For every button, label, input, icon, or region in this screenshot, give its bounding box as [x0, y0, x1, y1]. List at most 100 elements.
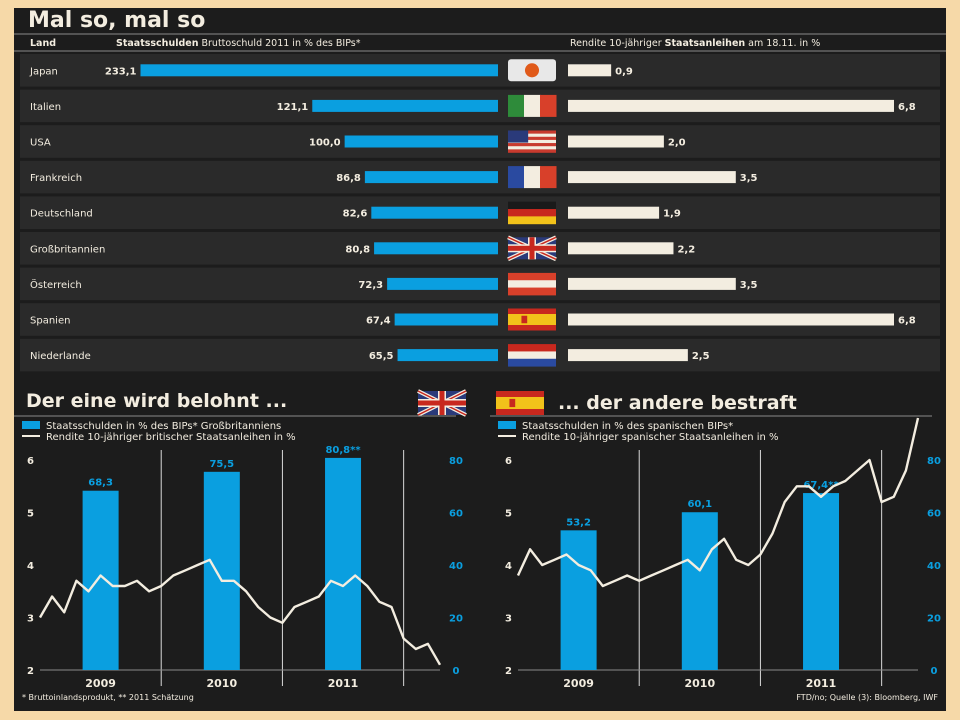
left-y-left-tick: 3 — [27, 614, 34, 625]
debt-bar — [312, 99, 498, 112]
country-label: Deutschland — [30, 209, 93, 220]
col-land-label: Land — [30, 38, 56, 49]
flag-cross-red — [418, 400, 466, 406]
country-label: Frankreich — [30, 173, 82, 184]
flag-stripe — [524, 166, 541, 189]
yield-bar — [568, 277, 736, 290]
yield-value-label: 2,2 — [677, 244, 695, 255]
right-legend-bar-label: Staatsschulden in % des spanischen BIPs* — [522, 421, 733, 432]
flag-title-spanien — [496, 391, 544, 415]
country-label: Österreich — [30, 278, 82, 291]
flag-stripe — [508, 139, 556, 144]
yield-value-label: 3,5 — [740, 173, 758, 184]
right-y-right-tick: 80 — [927, 456, 941, 467]
yield-value-label: 2,5 — [692, 351, 710, 362]
flag-cross-red — [508, 245, 556, 251]
yield-bar — [568, 171, 736, 184]
yield-bar — [568, 242, 674, 255]
flag-deutschland — [508, 201, 556, 225]
top-chart: Land Staatsschulden Bruttoschuld 2011 in … — [14, 33, 946, 372]
yield-bar — [568, 99, 894, 112]
flag-stripe — [508, 344, 556, 352]
right-x-tick: 2011 — [806, 677, 837, 690]
right-y-right-tick: 0 — [931, 666, 938, 677]
left-y-left-tick: 4 — [27, 561, 34, 572]
flag-stripe — [508, 143, 556, 147]
left-panel-title: Der eine wird belohnt ... — [26, 390, 288, 412]
country-label: Niederlande — [30, 351, 91, 362]
flag-stripe — [496, 397, 544, 409]
flag-italien — [508, 94, 557, 117]
col-yield-label: Rendite 10-jähriger Staatsanleihen am 18… — [570, 38, 820, 49]
flag-niederlande — [508, 344, 556, 367]
country-label: Japan — [29, 66, 58, 77]
yield-value-label: 6,8 — [898, 102, 916, 113]
left-footnote: * Bruttoinlandsprodukt, ** 2011 Schätzun… — [22, 693, 194, 702]
debt-bar — [394, 313, 498, 326]
country-label: USA — [30, 138, 51, 149]
flag-stripe — [508, 272, 556, 281]
right-y-left-tick: 5 — [505, 509, 512, 520]
right-debt-bar — [560, 530, 597, 670]
flag-stripe — [508, 351, 556, 360]
right-y-right-tick: 40 — [927, 561, 941, 572]
flag-großbritannien — [507, 235, 557, 262]
debt-bar — [374, 242, 498, 255]
debt-value-label: 82,6 — [343, 209, 368, 220]
country-label: Großbritannien — [30, 244, 105, 255]
left-debt-bar — [325, 457, 362, 670]
flag-stripe — [508, 280, 556, 289]
flag-stripe — [508, 149, 556, 153]
left-legend-line-label: Rendite 10-jähriger britischer Staatsanl… — [46, 432, 296, 443]
yield-value-label: 6,8 — [898, 316, 916, 327]
flag-frankreich — [508, 166, 557, 189]
country-label: Spanien — [30, 316, 70, 327]
flag-österreich — [508, 272, 556, 296]
right-legend-bar-swatch — [498, 421, 516, 429]
yield-bar — [568, 64, 612, 77]
left-x-tick: 2010 — [207, 677, 238, 690]
debt-bar — [364, 171, 498, 184]
flag-stripe — [508, 94, 525, 117]
flag-stripe — [508, 358, 556, 367]
flag-japan — [508, 59, 556, 82]
flag-stripe — [540, 94, 557, 117]
yield-value-label: 2,0 — [668, 138, 686, 149]
flag-spanien — [508, 308, 556, 331]
right-debt-bar-label: 53,2 — [566, 517, 591, 528]
left-x-tick: 2011 — [328, 677, 359, 690]
yield-bar — [568, 349, 688, 362]
right-debt-bar — [681, 512, 718, 670]
debt-bar — [140, 64, 498, 77]
left-y-right-tick: 20 — [449, 614, 463, 625]
right-debt-bar — [803, 493, 840, 670]
country-label: Italien — [30, 102, 61, 113]
right-yield-line — [516, 417, 920, 588]
flag-disc — [524, 63, 540, 78]
left-debt-bar-label: 80,8** — [325, 445, 361, 456]
flag-stripe — [508, 216, 556, 225]
right-source: FTD/no; Quelle (3): Bloomberg, IWF — [796, 693, 938, 702]
flag-stripe — [508, 136, 556, 141]
left-legend-bar-label: Staatsschulden in % des BIPs* Großbritan… — [46, 421, 281, 432]
debt-value-label: 233,1 — [105, 66, 137, 77]
flag-stripe — [508, 133, 556, 138]
debt-value-label: 72,3 — [358, 280, 383, 291]
right-panel-title: ... der andere bestraft — [558, 392, 797, 414]
flag-stripe — [508, 201, 556, 210]
debt-value-label: 100,0 — [309, 138, 341, 149]
flag-title-grossbritannien — [417, 389, 467, 417]
flag-canton — [508, 130, 529, 143]
right-debt-bar-label: 67,4** — [803, 480, 839, 491]
debt-bar — [387, 277, 498, 290]
left-yield-line — [38, 558, 442, 666]
yield-bar — [568, 135, 664, 148]
flag-stripe — [508, 130, 556, 134]
yield-bar — [568, 206, 660, 219]
flag-stripe — [508, 166, 525, 189]
right-x-tick: 2010 — [685, 677, 716, 690]
debt-value-label: 65,5 — [369, 351, 394, 362]
flag-stripe — [508, 287, 556, 296]
col-debt-label: Staatsschulden Bruttoschuld 2011 in % de… — [116, 38, 361, 49]
